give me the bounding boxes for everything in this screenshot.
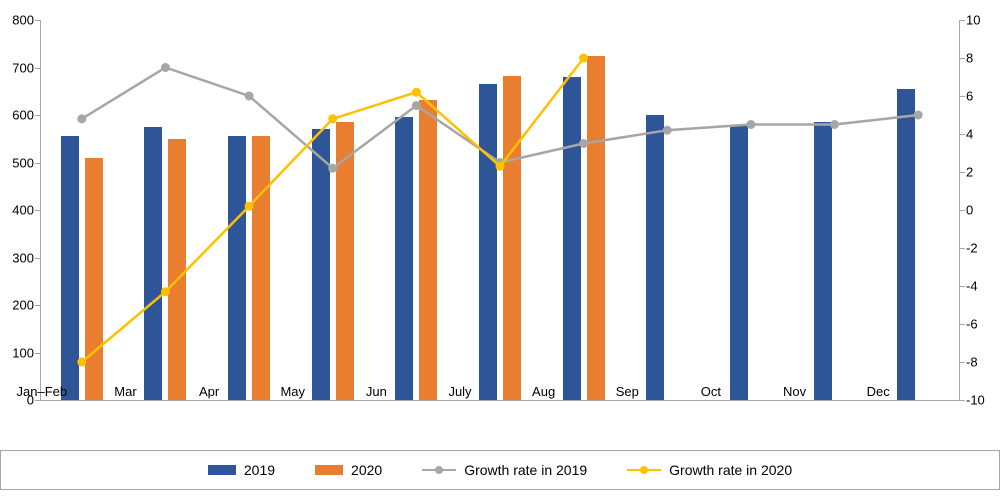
y-right-tick: 2 (966, 165, 996, 180)
y-right-tick: -2 (966, 241, 996, 256)
x-tick-label: Mar (114, 384, 136, 399)
x-tick-label: July (448, 384, 471, 399)
x-tick-label: Jan–Feb (17, 384, 68, 399)
growth-2019-line-marker (161, 64, 169, 72)
legend-label: 2019 (244, 462, 275, 478)
legend-item-growth-2020: Growth rate in 2020 (627, 462, 792, 478)
y-left-tick: 500 (4, 155, 34, 170)
growth-2019-line-marker (580, 140, 588, 148)
y-right-tick: 10 (966, 13, 996, 28)
x-tick-label: May (280, 384, 305, 399)
x-tick-label: Apr (199, 384, 219, 399)
growth-2020-line-marker (412, 88, 420, 96)
x-tick-label: Oct (701, 384, 721, 399)
growth-2019-line (82, 68, 918, 169)
growth-2019-line-marker (245, 92, 253, 100)
growth-2020-line-marker (329, 115, 337, 123)
y-left-tick: 200 (4, 298, 34, 313)
legend-label: Growth rate in 2019 (464, 462, 587, 478)
growth-2020-line-marker (161, 288, 169, 296)
growth-2020-line-marker (496, 162, 504, 170)
growth-2019-line-marker (747, 121, 755, 129)
y-left-tick: 700 (4, 60, 34, 75)
growth-2019-line-marker (412, 102, 420, 110)
y-right-tick: 6 (966, 89, 996, 104)
growth-2020-line (82, 58, 584, 362)
y-left-tick: 600 (4, 108, 34, 123)
x-tick-label: Aug (532, 384, 555, 399)
line-layer (40, 20, 960, 400)
y-right-tick: 0 (966, 203, 996, 218)
x-tick-label: Nov (783, 384, 806, 399)
legend-line-swatch (422, 463, 456, 477)
legend-label: 2020 (351, 462, 382, 478)
legend-item-growth-2019: Growth rate in 2019 (422, 462, 587, 478)
legend: 2019 2020 Growth rate in 2019 Growth rat… (0, 450, 1000, 490)
y-left-tick: 100 (4, 345, 34, 360)
legend-swatch (315, 465, 343, 475)
y-left-tick: 300 (4, 250, 34, 265)
growth-2019-line-marker (663, 126, 671, 134)
legend-item-2020: 2020 (315, 462, 382, 478)
y-right-tick: -6 (966, 317, 996, 332)
y-right-tick: 8 (966, 51, 996, 66)
growth-2019-line-marker (78, 115, 86, 123)
legend-item-2019: 2019 (208, 462, 275, 478)
plot-area: 0100200300400500600700800-10-8-6-4-20246… (40, 20, 960, 401)
growth-2019-line-marker (831, 121, 839, 129)
y-right-tick: 4 (966, 127, 996, 142)
growth-2020-line-marker (78, 358, 86, 366)
legend-label: Growth rate in 2020 (669, 462, 792, 478)
x-tick-label: Dec (867, 384, 890, 399)
growth-2019-line-marker (914, 111, 922, 119)
legend-line-swatch (627, 463, 661, 477)
growth-2020-line-marker (245, 202, 253, 210)
y-left-tick: 800 (4, 13, 34, 28)
x-tick-label: Jun (366, 384, 387, 399)
y-right-tick: -10 (966, 393, 996, 408)
y-left-tick: 400 (4, 203, 34, 218)
chart-container: TWh % 0100200300400500600700800-10-8-6-4… (0, 0, 1000, 502)
legend-swatch (208, 465, 236, 475)
growth-2020-line-marker (580, 54, 588, 62)
x-tick-label: Sep (616, 384, 639, 399)
y-right-tick: -8 (966, 355, 996, 370)
growth-2019-line-marker (329, 164, 337, 172)
y-right-tick: -4 (966, 279, 996, 294)
